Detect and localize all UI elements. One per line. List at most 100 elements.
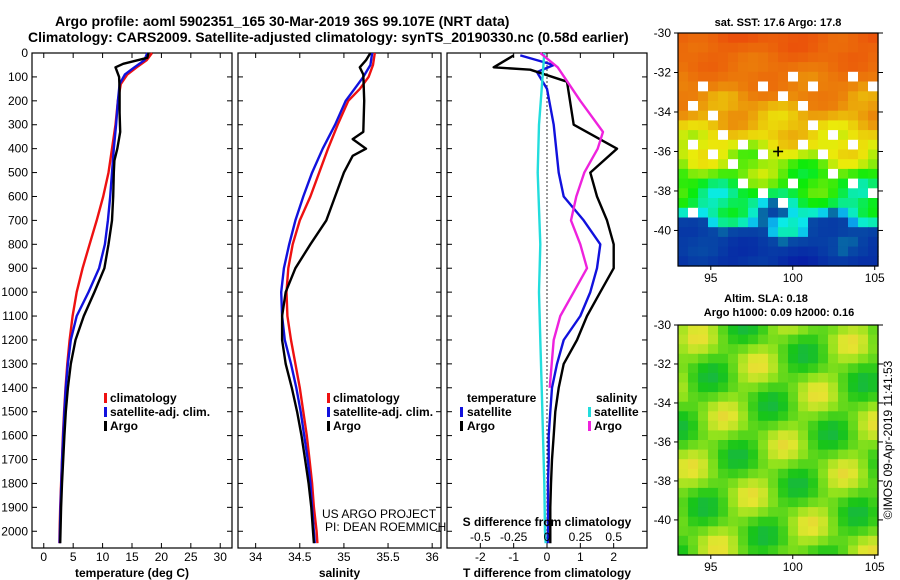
map-cell-sst-map-22-8 — [758, 246, 769, 257]
map-cell-sla-map-15-18 — [858, 468, 869, 479]
xlabel-difference: T difference from climatology — [463, 566, 631, 580]
map-cell-sst-map-10-10 — [778, 130, 789, 141]
xtick-label-temperature-1: 5 — [70, 550, 77, 564]
map-cell-sst-map-0-2 — [698, 33, 709, 44]
map-cell-sst-map-17-6 — [738, 198, 749, 209]
map-cell-sla-map-19-8 — [758, 507, 769, 518]
map-cell-sst-map-4-16 — [838, 71, 849, 83]
map-cell-sst-map-7-11 — [788, 101, 799, 112]
map-cell-sla-map-22-8 — [758, 535, 769, 546]
map-cell-sst-map-7-19 — [868, 101, 879, 112]
map-cell-sla-map-2-3 — [708, 344, 719, 355]
map-cell-sla-map-2-0 — [678, 344, 689, 355]
map-cell-sla-map-18-14 — [818, 497, 829, 508]
xlabel-salinity: salinity — [319, 566, 361, 580]
map-cell-sla-map-6-8 — [758, 382, 769, 393]
sst-map-title: sat. SST: 17.6 Argo: 17.8 — [715, 17, 842, 29]
map-cell-sst-map-1-5 — [728, 42, 739, 53]
map-cell-sst-map-11-17 — [848, 139, 859, 151]
map-cell-sst-map-19-5 — [728, 217, 739, 228]
map-cell-sla-map-4-13 — [808, 363, 819, 374]
map-cell-sst-map-18-6 — [738, 207, 749, 219]
map-cell-sst-map-3-0 — [678, 62, 689, 73]
map-cell-sst-map-8-6 — [738, 110, 749, 121]
map-cell-sla-map-8-14 — [818, 401, 829, 412]
map-cell-sst-map-18-9 — [768, 207, 779, 219]
map-cell-sla-map-13-15 — [828, 449, 839, 460]
map-cell-sst-map-10-16 — [838, 130, 849, 141]
map-cell-sla-map-3-5 — [728, 353, 739, 364]
map-cell-sst-map-18-1 — [688, 207, 699, 219]
map-cell-sla-map-19-19 — [868, 507, 879, 518]
map-cell-sla-map-22-9 — [768, 535, 779, 546]
map-cell-sst-map-13-14 — [818, 159, 829, 170]
map-cell-sst-map-4-14 — [818, 71, 829, 83]
map-cell-sst-map-14-9 — [768, 168, 779, 180]
map-cell-sst-map-2-16 — [838, 52, 849, 63]
map-cell-sst-map-19-10 — [778, 217, 789, 228]
map-cell-sla-map-2-2 — [698, 344, 709, 355]
map-cell-sla-map-3-14 — [818, 353, 829, 364]
map-cell-sst-map-15-15 — [828, 178, 839, 189]
map-cell-sla-map-10-1 — [688, 420, 699, 431]
copyright-text: ©IMOS 09-Apr-2019 11:41:53 — [881, 360, 895, 519]
xtick2-label-0: -0.5 — [470, 530, 491, 544]
map-cell-sst-map-14-13 — [808, 168, 819, 180]
map-cell-sla-map-5-19 — [868, 372, 879, 384]
map-cell-sla-map-0-4 — [718, 325, 729, 336]
map-cell-sst-map-20-17 — [848, 227, 859, 238]
map-cell-sst-map-23-2 — [698, 256, 709, 267]
map-cell-sst-map-18-17 — [848, 207, 859, 219]
map-cell-sla-map-8-15 — [828, 401, 839, 412]
series-difference-2 — [536, 52, 547, 544]
map-cell-sla-map-8-6 — [738, 401, 749, 412]
map-cell-sla-map-2-12 — [798, 344, 809, 355]
map-cell-sla-map-10-13 — [808, 420, 819, 431]
map-cell-sla-map-5-11 — [788, 372, 799, 384]
map-cell-sst-map-15-0 — [678, 178, 689, 189]
map-cell-sst-map-2-5 — [728, 52, 739, 63]
map-cell-sla-map-0-10 — [778, 325, 789, 336]
map-cell-sla-map-11-1 — [688, 430, 699, 441]
map-cell-sla-map-9-13 — [808, 411, 819, 422]
map-cell-sst-map-11-15 — [828, 139, 839, 151]
map-cell-sst-map-15-9 — [768, 178, 779, 189]
xtick-label-temperature-2: 10 — [96, 550, 110, 564]
map-cell-sla-map-12-5 — [728, 440, 739, 451]
map-cell-sst-map-9-9 — [768, 120, 779, 131]
map-cell-sst-map-12-5 — [728, 149, 739, 160]
map-cell-sla-map-10-10 — [778, 420, 789, 431]
map-cell-sla-map-15-11 — [788, 468, 799, 479]
map-cell-sst-map-0-17 — [848, 33, 859, 44]
map-cell-sst-map-1-15 — [828, 42, 839, 53]
map-cell-sla-map-23-1 — [688, 545, 699, 556]
map-cell-sst-map-15-8 — [758, 178, 769, 189]
map-cell-sst-map-20-14 — [818, 227, 829, 238]
map-cell-sst-map-18-5 — [728, 207, 739, 219]
map-cell-sla-map-15-15 — [828, 468, 839, 479]
map-cell-sla-map-12-12 — [798, 440, 809, 451]
map-cell-sst-map-14-7 — [748, 168, 759, 180]
map-cell-sst-map-5-14 — [818, 81, 829, 92]
map-cell-sst-map-18-14 — [818, 207, 829, 219]
map-cell-sst-map-18-0 — [678, 207, 689, 219]
map-cell-sst-map-10-17 — [848, 130, 859, 141]
map-cell-sst-map-10-12 — [798, 130, 809, 141]
map-cell-sst-map-23-9 — [768, 256, 779, 267]
map-cell-sla-map-19-9 — [768, 507, 779, 518]
map-cell-sla-map-4-17 — [848, 363, 859, 374]
map-cell-sst-map-15-5 — [728, 178, 739, 189]
map-cell-sst-map-6-9 — [768, 91, 779, 102]
map-cell-sst-map-7-1 — [688, 101, 699, 112]
map-cell-sst-map-3-4 — [718, 62, 729, 73]
map-cell-sla-map-6-7 — [748, 382, 759, 393]
map-cell-sst-map-10-8 — [758, 130, 769, 141]
map-cell-sla-map-6-19 — [868, 382, 879, 393]
map-cell-sla-map-1-17 — [848, 334, 859, 345]
map-cell-sst-map-22-12 — [798, 246, 809, 257]
map-cell-sla-map-16-7 — [748, 478, 759, 489]
map-cell-sla-map-1-0 — [678, 334, 689, 345]
map-cell-sla-map-15-19 — [868, 468, 879, 479]
xtick-label-difference-4: 2 — [610, 550, 617, 564]
map-cell-sla-map-6-18 — [858, 382, 869, 393]
